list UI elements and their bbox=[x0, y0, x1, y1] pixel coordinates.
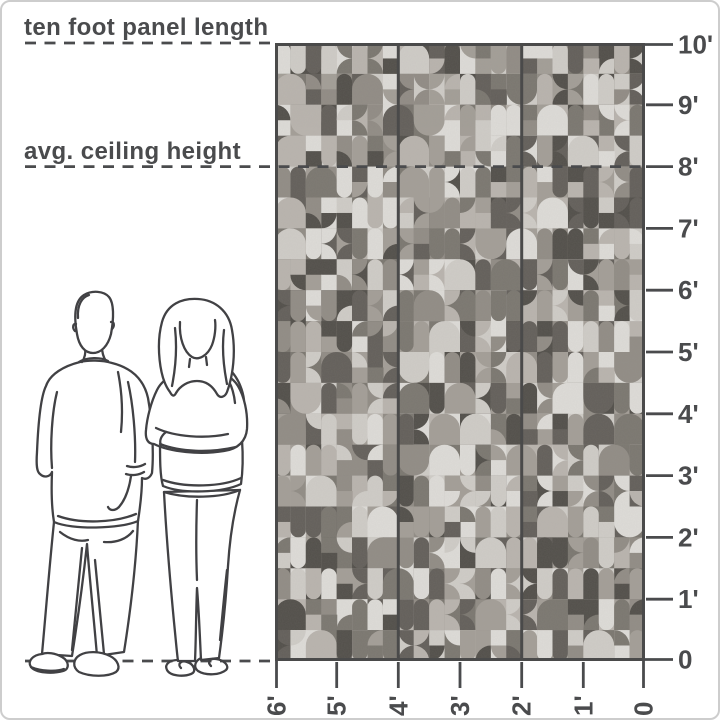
man-head bbox=[74, 290, 115, 355]
panel-length-label: ten foot panel length bbox=[24, 14, 268, 41]
woman-face bbox=[178, 318, 217, 360]
v-scale-label: 4' bbox=[678, 399, 699, 429]
v-scale-label: 8' bbox=[678, 152, 699, 182]
v-scale-label: 2' bbox=[678, 522, 699, 552]
man-right-shoe bbox=[73, 650, 120, 677]
woman-figure bbox=[144, 297, 249, 677]
v-scale-label: 3' bbox=[678, 461, 699, 491]
pattern-grain bbox=[275, 43, 645, 661]
v-scale-label: 1' bbox=[678, 584, 699, 614]
panel-border bbox=[275, 43, 645, 661]
man-torso bbox=[35, 359, 154, 529]
h-scale-label: 0 bbox=[629, 702, 659, 716]
woman-left-shoe bbox=[165, 658, 196, 677]
man-left-shoe bbox=[28, 651, 69, 674]
h-scale-label: 5' bbox=[322, 695, 352, 716]
v-scale-label: 7' bbox=[678, 213, 699, 243]
ceiling-height-label: avg. ceiling height bbox=[24, 138, 241, 165]
v-scale-label: 6' bbox=[678, 275, 699, 305]
wallpaper-panel bbox=[275, 43, 645, 661]
v-scale-label: 0 bbox=[678, 645, 692, 675]
h-scale-label: 2' bbox=[507, 695, 537, 716]
h-scale-label: 3' bbox=[445, 695, 475, 716]
h-scale-label: 4' bbox=[383, 695, 413, 716]
woman-right-shoe bbox=[194, 656, 229, 676]
v-scale-label: 10' bbox=[678, 30, 713, 60]
v-scale-label: 9' bbox=[678, 90, 699, 120]
vertical-scale: 10' 9' 8' 7' 6' 5' 4' 3' 2' 1' 0 bbox=[644, 30, 713, 675]
h-scale-label: 1' bbox=[568, 695, 598, 716]
horizontal-scale: 6' 5' 4' 3' 2' 1' 0 bbox=[262, 660, 659, 716]
h-scale-label: 6' bbox=[262, 695, 292, 716]
man-figure bbox=[28, 290, 154, 677]
v-scale-label: 5' bbox=[678, 337, 699, 367]
